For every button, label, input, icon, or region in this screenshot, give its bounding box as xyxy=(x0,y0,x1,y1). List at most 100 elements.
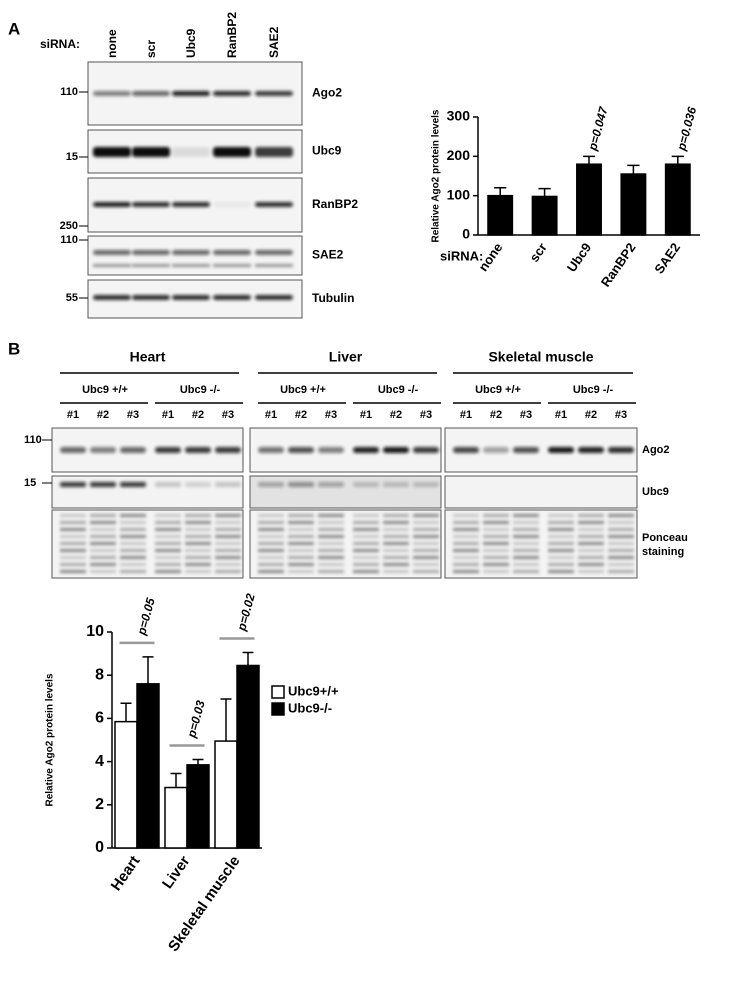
band xyxy=(453,563,479,566)
band xyxy=(215,549,241,552)
band xyxy=(413,528,439,531)
band xyxy=(60,521,86,524)
band xyxy=(215,482,241,487)
band xyxy=(60,563,86,566)
band xyxy=(483,528,509,531)
band xyxy=(483,514,509,517)
p-value: p=0.02 xyxy=(234,592,258,633)
lane-label: #1 xyxy=(360,409,372,421)
lane-label: #1 xyxy=(460,409,472,421)
band xyxy=(258,570,284,573)
error-bar xyxy=(671,155,684,165)
band xyxy=(608,549,634,552)
band xyxy=(172,250,210,255)
band xyxy=(483,535,509,538)
band xyxy=(258,528,284,531)
band xyxy=(608,535,634,538)
band xyxy=(93,91,131,96)
band xyxy=(513,542,539,545)
band xyxy=(453,514,479,517)
band xyxy=(120,521,146,524)
band xyxy=(60,447,86,453)
band xyxy=(60,570,86,573)
band xyxy=(60,549,86,552)
band xyxy=(353,528,379,531)
band xyxy=(213,264,251,267)
band xyxy=(258,482,284,487)
x-tick-label: scr xyxy=(526,240,549,265)
y-tick-label: 8 xyxy=(95,666,104,683)
band xyxy=(318,563,344,566)
lane-label: #2 xyxy=(97,409,109,421)
band xyxy=(578,549,604,552)
band xyxy=(185,521,211,524)
y-axis-label: Relative Ago2 protein levels xyxy=(45,673,56,806)
x-tick-label: Heart xyxy=(108,853,144,894)
band xyxy=(60,542,86,545)
band xyxy=(215,556,241,559)
band xyxy=(483,521,509,524)
band xyxy=(132,295,170,300)
band xyxy=(90,563,116,566)
band xyxy=(318,521,344,524)
band xyxy=(90,521,116,524)
band xyxy=(215,528,241,531)
band xyxy=(578,528,604,531)
band xyxy=(288,521,314,524)
band xyxy=(483,563,509,566)
band xyxy=(383,556,409,559)
band xyxy=(90,549,116,552)
band xyxy=(288,482,314,487)
band xyxy=(120,535,146,538)
band xyxy=(155,514,181,517)
band xyxy=(548,563,574,566)
band xyxy=(185,542,211,545)
bar xyxy=(487,194,514,236)
genotype-label: Ubc9 +/+ xyxy=(82,384,128,396)
band xyxy=(120,549,146,552)
band xyxy=(513,528,539,531)
band xyxy=(383,528,409,531)
lane-label: SAE2 xyxy=(267,26,281,58)
band xyxy=(353,542,379,545)
y-tick-label: 300 xyxy=(447,108,471,124)
tissue-label: Skeletal muscle xyxy=(488,349,593,365)
band xyxy=(255,264,293,267)
legend-label: Ubc9-/- xyxy=(288,700,332,715)
band xyxy=(483,556,509,559)
band xyxy=(93,202,131,207)
band xyxy=(172,202,210,207)
lane-label: #2 xyxy=(585,409,597,421)
lane-label: #1 xyxy=(555,409,567,421)
band xyxy=(483,542,509,545)
band xyxy=(215,447,241,453)
x-tick-label: SAE2 xyxy=(651,240,683,276)
band xyxy=(383,570,409,573)
error-bar xyxy=(120,702,132,722)
tissue-label: Heart xyxy=(130,349,166,365)
band xyxy=(383,482,409,487)
genotype-label: Ubc9 -/- xyxy=(573,384,614,396)
legend-swatch xyxy=(271,685,285,699)
genotype-label: Ubc9 -/- xyxy=(180,384,221,396)
band xyxy=(155,570,181,573)
band xyxy=(353,447,379,453)
band xyxy=(185,482,211,487)
lane-label: #3 xyxy=(615,409,627,421)
band xyxy=(90,528,116,531)
band xyxy=(578,570,604,573)
band xyxy=(548,556,574,559)
band xyxy=(172,295,210,300)
band xyxy=(453,570,479,573)
band xyxy=(318,482,344,487)
y-tick-label: 0 xyxy=(462,226,470,242)
band xyxy=(353,521,379,524)
bar xyxy=(576,163,602,236)
band xyxy=(353,514,379,517)
x-tick-label: Liver xyxy=(159,853,194,892)
band xyxy=(120,556,146,559)
mw-marker: 110 xyxy=(60,86,78,98)
band xyxy=(353,549,379,552)
mw-marker: 15 xyxy=(24,477,36,489)
band xyxy=(215,535,241,538)
